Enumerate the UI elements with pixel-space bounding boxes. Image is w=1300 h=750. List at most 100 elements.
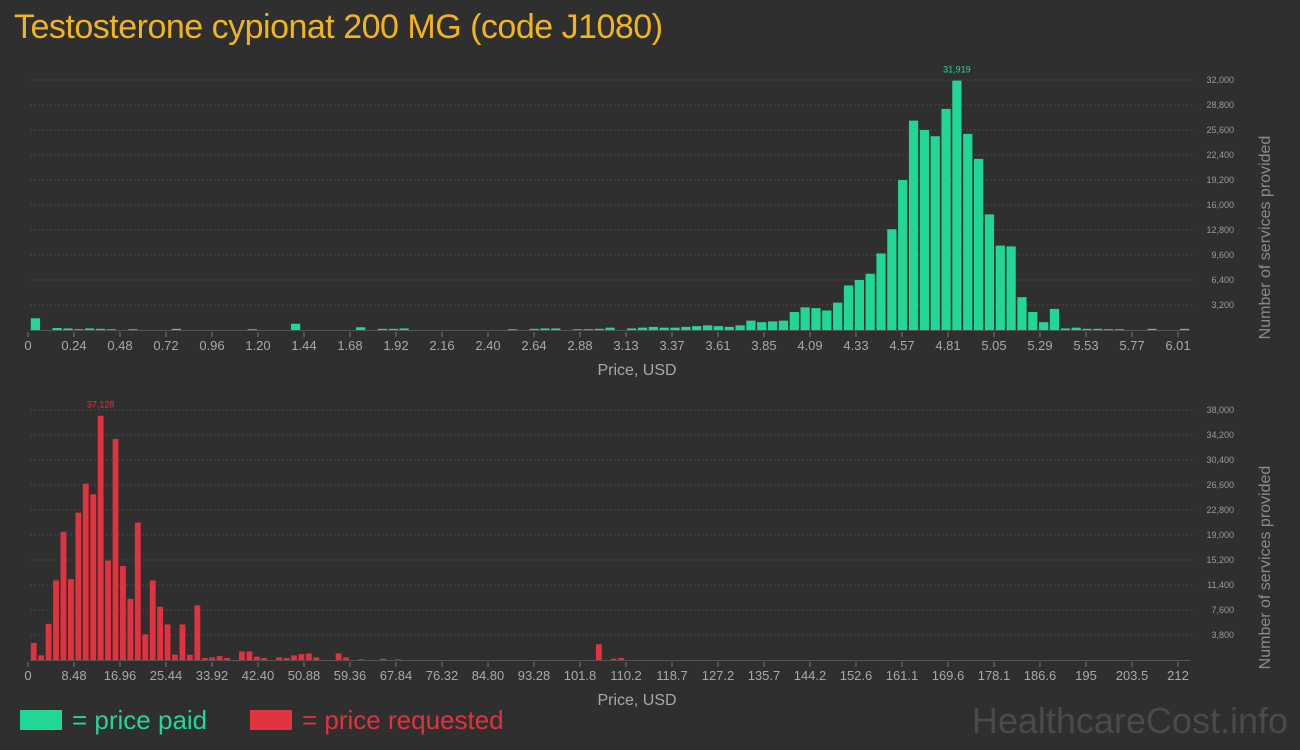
x-tick-label: 2.16 [429, 338, 454, 353]
watermark: HealthcareCost.info [971, 700, 1288, 741]
x-tick-label: 144.2 [794, 668, 827, 683]
x-tick-label: 1.20 [245, 338, 270, 353]
bar [305, 653, 312, 660]
bar [973, 158, 984, 330]
bar [142, 634, 149, 660]
y-tick-label: 19,200 [1206, 175, 1234, 185]
bar [887, 229, 897, 330]
chart-paid: 3,200 6,400 9,600 12,800 16,000 19,200 22,400 2… [24, 65, 1274, 379]
bar [63, 328, 73, 330]
legend-requested-label: = price requested [302, 704, 504, 735]
bar [811, 308, 821, 330]
y-tick-label: 22,400 [1206, 150, 1234, 160]
x-tick-label: 152.6 [840, 668, 873, 683]
peak-label: 37,128 [87, 400, 115, 410]
bar [898, 180, 908, 330]
bar [930, 136, 940, 330]
bar [247, 329, 257, 330]
x-tick-label: 0 [24, 668, 31, 683]
x-tick-label: 25.44 [150, 668, 183, 683]
bar [1147, 328, 1157, 330]
bar [919, 130, 930, 330]
bar [74, 329, 84, 330]
bar [149, 580, 156, 660]
x-tick-label: 0.24 [61, 338, 86, 353]
bar [224, 658, 230, 660]
bar [97, 415, 104, 660]
bar [388, 328, 398, 330]
bar [90, 494, 97, 660]
bar [854, 280, 864, 330]
y-tick-label: 32,000 [1206, 75, 1234, 85]
bar [713, 326, 724, 330]
x-tick-label: 0.48 [107, 338, 132, 353]
x-tick-label: 1.44 [291, 338, 316, 353]
y-tick-label: 22,800 [1206, 505, 1234, 515]
bar [82, 483, 89, 660]
x-tick-label: 4.81 [935, 338, 960, 353]
x-tick-label: 59.36 [334, 668, 367, 683]
bar [377, 328, 387, 330]
x-tick-label: 3.85 [751, 338, 776, 353]
x-tick-label: 4.09 [797, 338, 822, 353]
bar [53, 580, 59, 660]
bar [201, 658, 208, 660]
bar [1114, 329, 1125, 330]
bar [572, 329, 583, 330]
x-tick-label: 5.77 [1119, 338, 1144, 353]
bar [52, 328, 62, 330]
x-tick-label: 127.2 [702, 668, 735, 683]
bar [246, 651, 253, 660]
bar [594, 328, 604, 330]
bar [276, 657, 283, 660]
bar [399, 328, 409, 330]
bar [822, 310, 832, 330]
bar [681, 326, 691, 330]
bar [952, 80, 962, 330]
bar [670, 327, 680, 330]
bar [507, 329, 518, 330]
x-tick-label: 6.01 [1165, 338, 1190, 353]
y-tick-label: 3,800 [1211, 630, 1234, 640]
x-tick-label: 118.7 [656, 668, 688, 683]
y-tick-label: 25,600 [1206, 125, 1234, 135]
legend-requested-swatch [250, 710, 292, 730]
x-tick-label: 76.32 [426, 668, 459, 683]
bar [1093, 328, 1103, 330]
bar [1006, 246, 1016, 330]
bar [67, 579, 74, 660]
bar [60, 531, 67, 660]
legend-paid-label: = price paid [72, 704, 208, 735]
bar [95, 328, 106, 330]
x-tick-label: 3.61 [705, 338, 730, 353]
y-tick-label: 26,600 [1206, 480, 1234, 490]
x-tick-label: 178.1 [978, 668, 1011, 683]
x-tick-label: 2.88 [567, 338, 592, 353]
x-tick-label: 67.84 [380, 668, 413, 683]
bar [120, 565, 126, 660]
x-tick-label: 186.6 [1024, 668, 1057, 683]
y-tick-label: 38,000 [1206, 405, 1234, 415]
bar [1028, 312, 1038, 330]
bar [171, 328, 181, 330]
x-tick-label: 50.88 [288, 668, 321, 683]
bar [172, 654, 178, 660]
bar [128, 329, 138, 330]
bar [30, 642, 37, 660]
y-tick-label: 11,400 [1207, 580, 1234, 590]
bar [778, 320, 789, 330]
bar [789, 312, 799, 330]
peak-label: 31,919 [943, 65, 971, 75]
bar [335, 653, 342, 660]
bar [261, 658, 268, 660]
bar [209, 657, 216, 660]
bar [45, 623, 52, 660]
y-tick-label: 16,000 [1206, 200, 1234, 210]
x-tick-label: 5.29 [1027, 338, 1052, 353]
y-axis-label: Number of services provided [1257, 136, 1274, 340]
bar [595, 644, 602, 660]
bar [105, 560, 111, 660]
x-tick-label: 0 [24, 338, 31, 353]
bar [179, 624, 186, 660]
